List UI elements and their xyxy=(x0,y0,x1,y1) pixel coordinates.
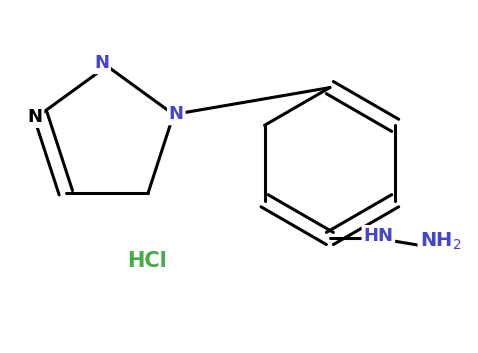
Text: NH$_2$: NH$_2$ xyxy=(420,231,461,252)
Text: N: N xyxy=(28,108,43,126)
Text: HN: HN xyxy=(363,227,393,245)
Text: HCl: HCl xyxy=(128,251,167,270)
Text: N: N xyxy=(94,54,109,72)
Text: N: N xyxy=(169,106,184,124)
